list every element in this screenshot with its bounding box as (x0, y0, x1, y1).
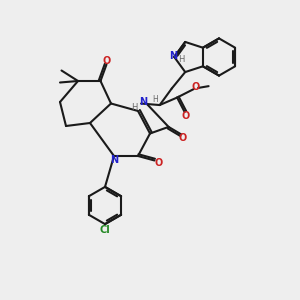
Text: O: O (178, 133, 187, 143)
Text: O: O (192, 82, 200, 92)
Text: N: N (110, 155, 118, 165)
Text: O: O (182, 110, 190, 121)
Text: N: N (140, 97, 148, 107)
Text: H: H (131, 103, 138, 112)
Text: N: N (169, 51, 177, 61)
Text: O: O (154, 158, 163, 168)
Text: H: H (152, 95, 158, 104)
Text: O: O (103, 56, 111, 66)
Text: Cl: Cl (100, 225, 110, 235)
Text: H: H (178, 56, 184, 64)
